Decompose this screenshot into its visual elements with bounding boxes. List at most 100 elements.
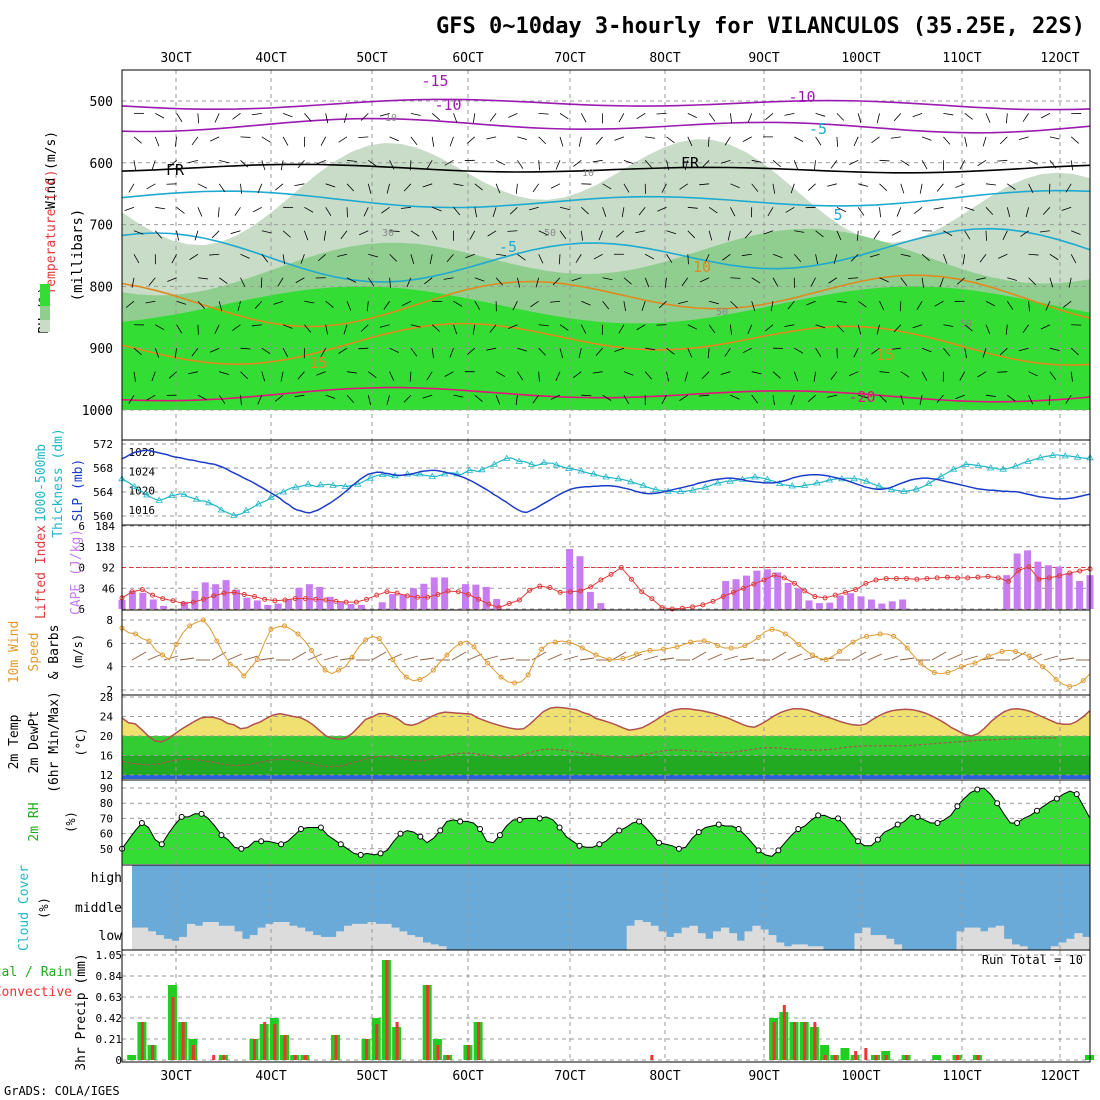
wind-barb [790, 183, 795, 194]
rh-area [122, 788, 1090, 864]
bottom-date-tick-label: 5OCT [356, 1069, 387, 1084]
lifted-index-marker [883, 576, 889, 582]
isotherm-line [121, 163, 1091, 174]
lifted-index-marker [893, 576, 899, 582]
wind-barb [282, 230, 291, 238]
wind-barb [282, 348, 289, 358]
wind-speed-marker [742, 643, 748, 649]
lifted-index-marker [720, 594, 726, 600]
wind-speed-marker [539, 646, 545, 652]
lifted-index-marker [710, 598, 716, 604]
bottom-date-tick-label: 11OCT [942, 1069, 981, 1084]
wind-barb [1039, 230, 1050, 233]
wind-speed-marker [430, 667, 436, 673]
rh-marker [477, 826, 484, 833]
wind-barb [1042, 207, 1051, 215]
wind-speed-marker [133, 631, 139, 637]
thickness-marker [329, 481, 337, 488]
wind-barb [360, 324, 369, 332]
wind-barb [538, 324, 549, 327]
lifted-index-marker [822, 595, 828, 601]
precip-convective-bar [191, 1045, 195, 1060]
precip-convective-bar [813, 1022, 817, 1060]
lifted-index-marker [690, 604, 696, 610]
wind-barb-10m [867, 653, 883, 661]
wind-speed-marker [647, 647, 653, 653]
temp-axis-title: 2m Temp [7, 714, 22, 769]
wind-barb [730, 394, 740, 400]
wind-speed-marker [877, 631, 883, 637]
bottom-date-tick-label: 7OCT [554, 1069, 585, 1084]
wind-barb [900, 159, 910, 166]
thickness-marker [937, 472, 945, 479]
rh-marker [437, 827, 444, 834]
wind-barb [985, 113, 991, 123]
rh-marker [934, 819, 941, 826]
isotherm-line [121, 117, 1091, 134]
wind-barb [900, 371, 910, 378]
temp-tick-label: 16 [100, 750, 113, 763]
wind-barb [848, 371, 859, 377]
wind-speed-marker [160, 652, 166, 658]
wind-barb [985, 300, 996, 307]
rh-marker [755, 847, 762, 854]
cape-bar [857, 596, 865, 609]
wind-barb-10m [147, 653, 163, 661]
thickness-marker [1061, 452, 1069, 459]
wind-barb [197, 394, 207, 401]
rh-marker [675, 845, 682, 852]
rh-marker [874, 836, 881, 843]
wind-speed-marker [674, 644, 680, 650]
wind-barb [943, 230, 953, 237]
wind-barb [282, 112, 293, 118]
lifted-index-marker [333, 598, 339, 604]
wind-speed-marker [187, 623, 193, 629]
wind-speed-marker [1040, 664, 1046, 670]
wind-barb [708, 136, 710, 147]
wind-barb [730, 183, 740, 189]
wind-speed-marker [390, 657, 396, 663]
thickness-marker [366, 474, 374, 481]
low-cloud-bar [202, 922, 212, 950]
dewpoint-line [121, 737, 1058, 768]
wind-speed-marker [606, 657, 612, 663]
wind-barb [197, 113, 200, 124]
lifted-index-marker [262, 596, 268, 602]
lifted-index-marker [190, 599, 196, 605]
wind-barb [325, 300, 334, 308]
cape-tick-label: 184 [95, 520, 115, 533]
lifted-index-marker [374, 592, 380, 598]
wind-speed-marker [593, 652, 599, 658]
rh2m-units-title: (%) [64, 811, 78, 833]
wind-barb [171, 254, 177, 264]
wind-axis-title-speed: Speed [27, 632, 42, 671]
temp-units-title: (°C) [74, 728, 88, 757]
contour-label: -10 [434, 96, 461, 114]
thickness-marker [987, 464, 995, 471]
wind-speed-marker [512, 680, 518, 686]
rh-2m-panel: 90 80 70 60 50 2m RH (%) [27, 779, 1091, 866]
thickness-marker [267, 493, 275, 500]
thickness-marker [800, 481, 809, 488]
thickness-marker [639, 481, 647, 488]
precip-convective-bar [905, 1055, 909, 1060]
wind-barb [916, 301, 923, 310]
lifted-index-marker [343, 599, 349, 605]
bottom-date-tick-label: 4OCT [255, 1069, 286, 1084]
wind-barb [815, 136, 822, 146]
lifted-index-marker [394, 590, 400, 596]
precip-tick-label: 0.42 [96, 1012, 123, 1025]
wind-speed-marker [579, 645, 585, 651]
cape-bar [326, 596, 334, 609]
wind-barb [240, 347, 251, 350]
wind-barb [720, 159, 731, 164]
contour-label: -20 [848, 388, 875, 406]
wind-barb [237, 301, 241, 312]
rh-marker [238, 845, 245, 852]
rh-marker [974, 786, 981, 793]
wind-barb [658, 300, 667, 309]
thickness-marker [651, 485, 660, 492]
wind-barb [785, 206, 795, 213]
wind-barb [197, 300, 206, 309]
